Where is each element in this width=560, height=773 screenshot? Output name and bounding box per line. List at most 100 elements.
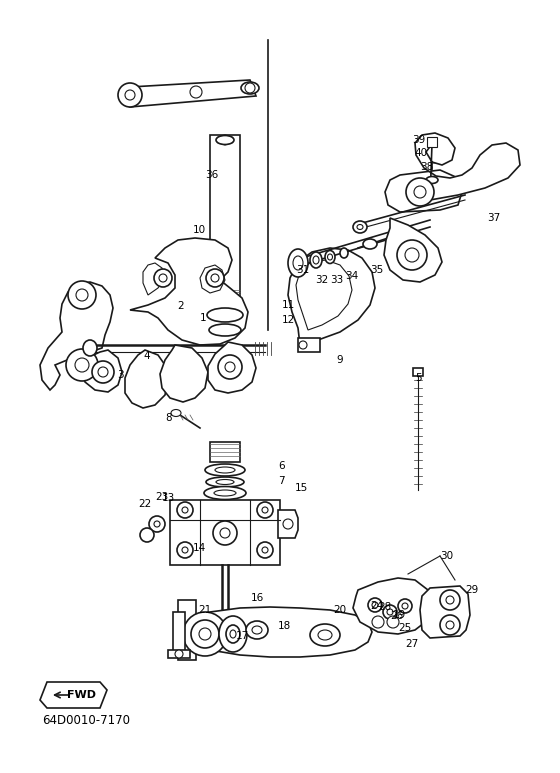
- Text: 6: 6: [278, 461, 284, 471]
- Polygon shape: [130, 238, 248, 345]
- Circle shape: [68, 281, 96, 309]
- Ellipse shape: [318, 630, 332, 640]
- Circle shape: [245, 83, 255, 93]
- Ellipse shape: [313, 256, 319, 264]
- Polygon shape: [40, 282, 113, 390]
- Circle shape: [75, 358, 89, 372]
- Polygon shape: [385, 170, 462, 212]
- Circle shape: [383, 605, 397, 619]
- Ellipse shape: [204, 486, 246, 499]
- Text: 15: 15: [295, 483, 308, 493]
- Ellipse shape: [353, 221, 367, 233]
- Bar: [413, 368, 423, 376]
- Circle shape: [414, 186, 426, 198]
- Circle shape: [199, 628, 211, 640]
- Ellipse shape: [216, 135, 234, 145]
- Ellipse shape: [205, 464, 245, 476]
- Circle shape: [220, 528, 230, 538]
- Circle shape: [398, 599, 412, 613]
- Ellipse shape: [216, 479, 234, 485]
- Text: 64D0010-7170: 64D0010-7170: [42, 713, 130, 727]
- Text: FWD: FWD: [68, 690, 96, 700]
- Circle shape: [368, 598, 382, 612]
- Circle shape: [262, 507, 268, 513]
- Text: 31: 31: [296, 265, 309, 275]
- Polygon shape: [160, 345, 208, 402]
- Circle shape: [177, 502, 193, 518]
- Circle shape: [446, 596, 454, 604]
- Ellipse shape: [340, 248, 348, 258]
- Bar: [298, 338, 320, 352]
- Ellipse shape: [310, 624, 340, 646]
- Ellipse shape: [246, 621, 268, 639]
- Circle shape: [262, 547, 268, 553]
- Circle shape: [140, 528, 154, 542]
- Circle shape: [125, 90, 135, 100]
- Text: 35: 35: [370, 265, 383, 275]
- Text: 28: 28: [378, 602, 391, 612]
- Circle shape: [76, 289, 88, 301]
- Circle shape: [387, 616, 399, 628]
- Circle shape: [159, 274, 167, 282]
- Circle shape: [92, 361, 114, 383]
- Ellipse shape: [426, 176, 438, 183]
- Text: 40: 40: [414, 148, 427, 158]
- Text: 38: 38: [420, 162, 433, 172]
- Ellipse shape: [357, 224, 363, 230]
- Polygon shape: [288, 248, 375, 345]
- Circle shape: [177, 542, 193, 558]
- Circle shape: [257, 502, 273, 518]
- Ellipse shape: [310, 252, 322, 268]
- Ellipse shape: [209, 324, 241, 336]
- Text: 11: 11: [282, 300, 295, 310]
- Ellipse shape: [171, 410, 181, 417]
- Text: 36: 36: [205, 170, 218, 180]
- Text: 26: 26: [390, 611, 403, 621]
- Ellipse shape: [363, 239, 377, 249]
- Text: 12: 12: [282, 315, 295, 325]
- Circle shape: [98, 367, 108, 377]
- Text: 39: 39: [412, 135, 425, 145]
- Ellipse shape: [206, 477, 244, 487]
- Polygon shape: [143, 263, 165, 295]
- Ellipse shape: [328, 254, 333, 260]
- Text: 34: 34: [345, 271, 358, 281]
- Text: 8: 8: [165, 413, 171, 423]
- Polygon shape: [40, 682, 107, 708]
- Text: 9: 9: [336, 355, 343, 365]
- Polygon shape: [415, 133, 520, 200]
- Circle shape: [440, 615, 460, 635]
- Circle shape: [372, 602, 378, 608]
- Text: 32: 32: [315, 275, 328, 285]
- Polygon shape: [178, 607, 372, 657]
- Text: 27: 27: [405, 639, 418, 649]
- Polygon shape: [200, 265, 225, 293]
- Circle shape: [190, 86, 202, 98]
- Circle shape: [397, 240, 427, 270]
- Circle shape: [182, 547, 188, 553]
- Polygon shape: [278, 510, 298, 538]
- Text: 21: 21: [198, 605, 211, 615]
- Text: 33: 33: [330, 275, 343, 285]
- Text: 29: 29: [465, 585, 478, 595]
- Circle shape: [149, 516, 165, 532]
- Text: 13: 13: [162, 493, 175, 503]
- Bar: [178, 600, 196, 660]
- Text: 37: 37: [487, 213, 500, 223]
- Text: 3: 3: [117, 370, 124, 380]
- Circle shape: [372, 616, 384, 628]
- Circle shape: [387, 609, 393, 615]
- Circle shape: [118, 83, 142, 107]
- Bar: [173, 612, 185, 656]
- Circle shape: [183, 612, 227, 656]
- Text: 4: 4: [143, 351, 150, 361]
- Ellipse shape: [293, 256, 303, 270]
- Polygon shape: [420, 586, 470, 638]
- Text: 1: 1: [200, 313, 207, 323]
- Bar: [427, 137, 437, 147]
- Text: 23: 23: [155, 492, 168, 502]
- Polygon shape: [210, 135, 240, 310]
- Polygon shape: [208, 342, 256, 393]
- Polygon shape: [82, 350, 122, 392]
- Circle shape: [182, 507, 188, 513]
